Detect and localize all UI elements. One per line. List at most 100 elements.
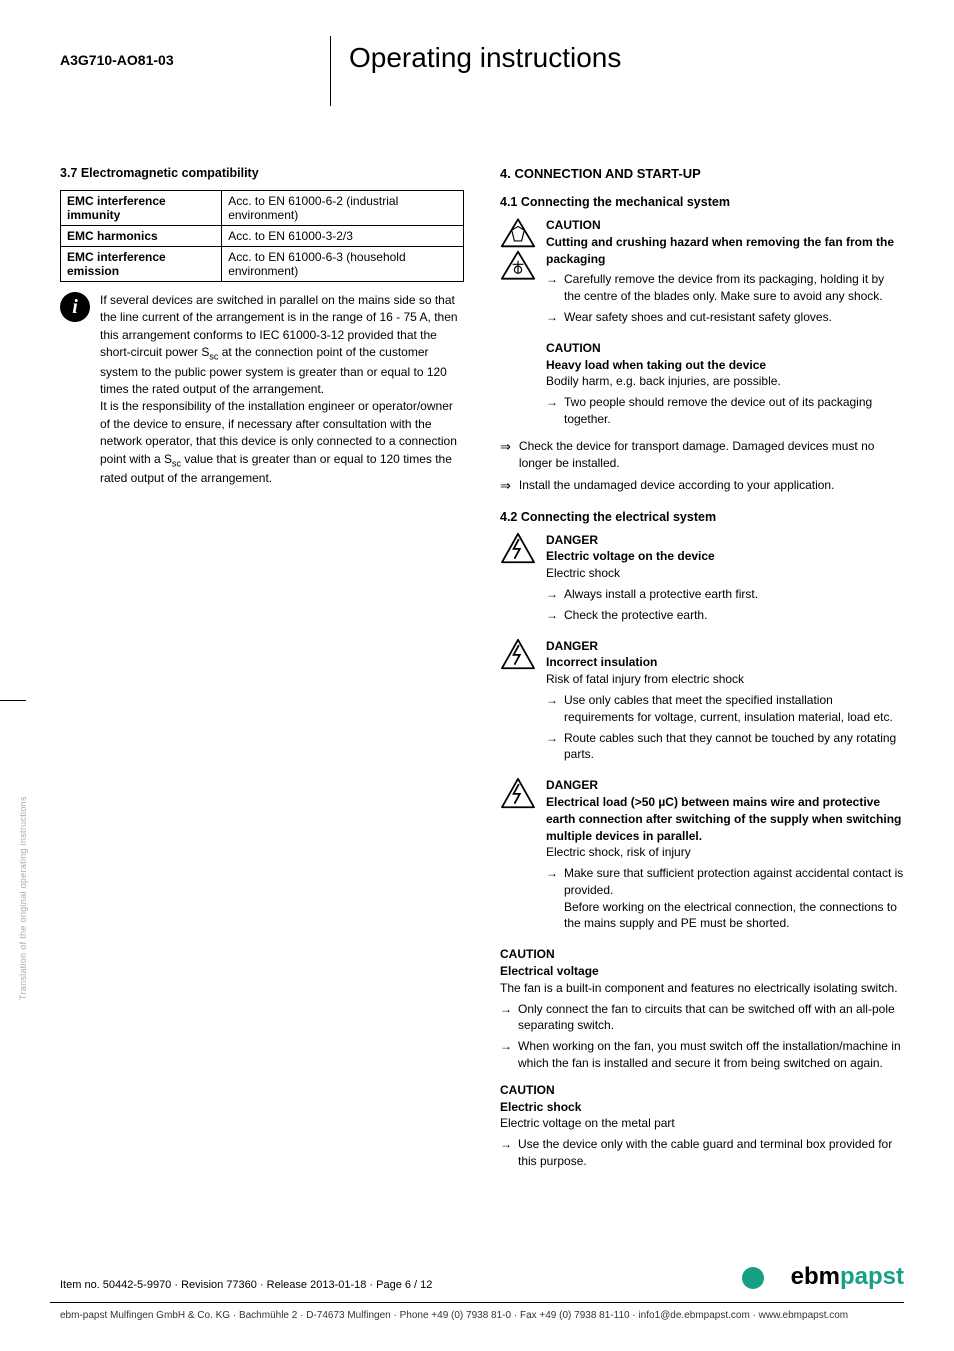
arrow-icon: → xyxy=(546,730,558,764)
list-item: ⇒Install the undamaged device according … xyxy=(500,477,904,495)
ssc-subscript: sc xyxy=(172,458,181,468)
notice-body: CAUTION Cutting and crushing hazard when… xyxy=(546,217,904,330)
notice-text: Risk of fatal injury from electric shock xyxy=(546,671,904,688)
list-text: Check the device for transport damage. D… xyxy=(519,438,904,472)
notice-subtitle: Incorrect insulation xyxy=(546,654,904,671)
notice-body: DANGER Electrical load (>50 µC) between … xyxy=(546,777,904,936)
notice-subtitle: Electrical load (>50 µC) between mains w… xyxy=(546,794,904,844)
footer-divider xyxy=(50,1302,904,1303)
table-row: EMC harmonics Acc. to EN 61000-3-2/3 xyxy=(61,226,464,247)
table-row: EMC interference emission Acc. to EN 610… xyxy=(61,247,464,282)
list-text: Use the device only with the cable guard… xyxy=(518,1136,904,1170)
caution-block: CAUTION Heavy load when taking out the d… xyxy=(546,340,904,428)
list-text: Carefully remove the device from its pac… xyxy=(564,271,904,305)
footer-address: ebm-papst Mulfingen GmbH & Co. KG · Bach… xyxy=(60,1310,848,1321)
greentech-icon xyxy=(742,1267,764,1289)
notice-body: DANGER Electric voltage on the device El… xyxy=(546,532,904,628)
emc-cell: Acc. to EN 61000-6-2 (industrial environ… xyxy=(222,191,464,226)
notice-text: The fan is a built-in component and feat… xyxy=(500,980,904,997)
info-note: i If several devices are switched in par… xyxy=(60,292,464,487)
arrow-icon: → xyxy=(546,607,558,624)
list-item: → Wear safety shoes and cut-resistant saf… xyxy=(546,309,904,326)
table-row: EMC interference immunity Acc. to EN 610… xyxy=(61,191,464,226)
list-text-part: Make sure that sufficient protection aga… xyxy=(564,866,903,897)
arrow-icon: → xyxy=(546,394,558,428)
caution-block: CAUTION Electrical voltage The fan is a … xyxy=(500,946,904,1072)
list-item: ⇒Check the device for transport damage. … xyxy=(500,438,904,472)
notice-title: CAUTION xyxy=(500,946,904,963)
list-item: → Always install a protective earth first… xyxy=(546,586,904,603)
arrow-list: →Carefully remove the device from its pa… xyxy=(546,271,904,325)
emc-cell: EMC harmonics xyxy=(61,226,222,247)
info-text: If several devices are switched in paral… xyxy=(100,292,464,487)
arrow-list: →Two people should remove the device out… xyxy=(546,394,904,428)
notice-title: CAUTION xyxy=(546,217,904,234)
list-text: Two people should remove the device out … xyxy=(564,394,904,428)
danger-block: DANGER Incorrect insulation Risk of fata… xyxy=(500,638,904,768)
page-header: A3G710-AO81-03 Operating instructions xyxy=(60,36,904,106)
list-item: →Use the device only with the cable guar… xyxy=(500,1136,904,1170)
danger-block: DANGER Electrical load (>50 µC) between … xyxy=(500,777,904,936)
arrow-icon: → xyxy=(500,1136,512,1170)
list-item: →Carefully remove the device from its pa… xyxy=(546,271,904,305)
list-item: →Only connect the fan to circuits that c… xyxy=(500,1001,904,1035)
list-text: Route cables such that they cannot be to… xyxy=(564,730,904,764)
list-text: Make sure that sufficient protection aga… xyxy=(564,865,904,932)
section-4-2-heading: 4.2 Connecting the electrical system xyxy=(500,510,904,524)
side-label: Translation of the original operating in… xyxy=(18,796,28,1000)
section-3-7-heading: 3.7 Electromagnetic compatibility xyxy=(60,166,464,180)
caution-block: CAUTION Cutting and crushing hazard when… xyxy=(500,217,904,330)
arrow-list: → Always install a protective earth first… xyxy=(546,586,904,624)
notice-body: DANGER Incorrect insulation Risk of fata… xyxy=(546,638,904,768)
list-text: Use only cables that meet the specified … xyxy=(564,692,904,726)
list-text: Wear safety shoes and cut-resistant safe… xyxy=(564,309,832,326)
list-text: Install the undamaged device according t… xyxy=(519,477,835,495)
list-item: →Route cables such that they cannot be t… xyxy=(546,730,904,764)
list-text: When working on the fan, you must switch… xyxy=(518,1038,904,1072)
section-4-heading: 4. CONNECTION AND START-UP xyxy=(500,166,904,181)
notice-subtitle: Electrical voltage xyxy=(500,963,904,980)
arrow-icon: → xyxy=(546,309,558,326)
content-columns: 3.7 Electromagnetic compatibility EMC in… xyxy=(60,166,904,1180)
notice-subtitle: Heavy load when taking out the device xyxy=(546,357,904,374)
list-item: → Check the protective earth. xyxy=(546,607,904,624)
info-icon: i xyxy=(60,292,90,322)
caution-block: CAUTION Electric shock Electric voltage … xyxy=(500,1082,904,1170)
arrow-icon: → xyxy=(546,865,558,932)
list-item: →Use only cables that meet the specified… xyxy=(546,692,904,726)
list-text: Always install a protective earth first. xyxy=(564,586,758,603)
list-text: Check the protective earth. xyxy=(564,607,707,624)
list-text: Only connect the fan to circuits that ca… xyxy=(518,1001,904,1035)
arrow-list: →Use only cables that meet the specified… xyxy=(546,692,904,763)
double-arrow-icon: ⇒ xyxy=(500,438,511,472)
notice-title: DANGER xyxy=(546,777,904,794)
list-item: →When working on the fan, you must switc… xyxy=(500,1038,904,1072)
notice-text: Bodily harm, e.g. back injuries, are pos… xyxy=(546,373,904,390)
emc-table: EMC interference immunity Acc. to EN 610… xyxy=(60,190,464,282)
notice-title: CAUTION xyxy=(546,340,904,357)
left-column: 3.7 Electromagnetic compatibility EMC in… xyxy=(60,166,464,1180)
info-icon-wrap: i xyxy=(60,292,90,487)
crop-mark xyxy=(0,700,26,701)
list-text-part: Before working on the electrical connect… xyxy=(564,900,897,931)
danger-icon xyxy=(500,532,536,628)
emc-cell: Acc. to EN 61000-6-3 (household environm… xyxy=(222,247,464,282)
arrow-list: →Only connect the fan to circuits that c… xyxy=(500,1001,904,1072)
arrow-icon: → xyxy=(546,271,558,305)
arrow-icon: → xyxy=(500,1038,512,1072)
ebmpapst-logo: ebmpapst xyxy=(791,1263,904,1291)
list-item: →Two people should remove the device out… xyxy=(546,394,904,428)
section-4-1-heading: 4.1 Connecting the mechanical system xyxy=(500,195,904,209)
emc-cell: Acc. to EN 61000-3-2/3 xyxy=(222,226,464,247)
product-code: A3G710-AO81-03 xyxy=(60,36,330,68)
danger-block: DANGER Electric voltage on the device El… xyxy=(500,532,904,628)
page-title: Operating instructions xyxy=(349,36,621,74)
logo-part: ebm xyxy=(791,1263,840,1290)
arrow-list: → Make sure that sufficient protection a… xyxy=(546,865,904,932)
notice-text: Electric shock, risk of injury xyxy=(546,844,904,861)
danger-icon xyxy=(500,638,536,768)
footer-meta: Item no. 50442-5-9970 · Revision 77360 ·… xyxy=(60,1279,432,1291)
right-column: 4. CONNECTION AND START-UP 4.1 Connectin… xyxy=(500,166,904,1180)
arrow-icon: → xyxy=(546,586,558,603)
notice-subtitle: Electric voltage on the device xyxy=(546,548,904,565)
